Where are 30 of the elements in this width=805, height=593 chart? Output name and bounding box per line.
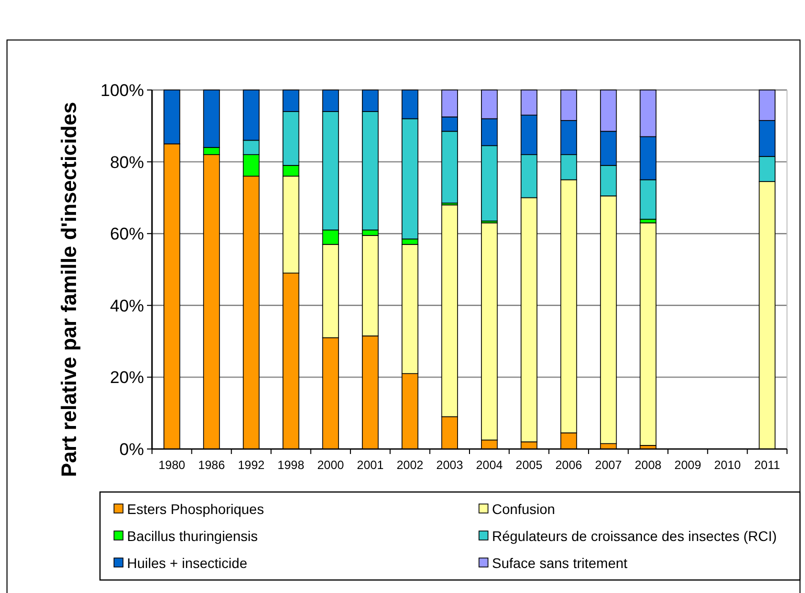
legend-label: Esters Phosphoriques bbox=[127, 500, 264, 517]
x-tick-label: 2009 bbox=[674, 458, 702, 472]
x-tick-label: 2004 bbox=[476, 458, 504, 472]
x-tick-label: 2001 bbox=[356, 458, 384, 472]
y-tick-label: 20% bbox=[110, 368, 144, 388]
x-tick-label: 2008 bbox=[634, 458, 662, 472]
x-tick-label: 1998 bbox=[278, 458, 305, 472]
x-tick-label: 2000 bbox=[317, 458, 344, 472]
x-tick-label: 2006 bbox=[555, 458, 582, 472]
y-tick-label: 80% bbox=[110, 152, 144, 172]
legend-label: Suface sans tritement bbox=[492, 554, 628, 571]
x-tick-label: 2003 bbox=[436, 458, 464, 472]
x-tick-label: 1980 bbox=[158, 458, 186, 472]
y-tick-label: 0% bbox=[119, 440, 144, 459]
legend-label: Bacillus thuringiensis bbox=[127, 528, 258, 544]
legend-label: Huiles + insecticide bbox=[127, 554, 248, 571]
x-tick-label: 2010 bbox=[714, 458, 742, 472]
x-tick-label: 1992 bbox=[238, 458, 265, 472]
y-tick-label: 60% bbox=[110, 224, 144, 244]
y-axis-title: Part relative par famille d'insecticides bbox=[58, 102, 81, 477]
legend-label: Confusion bbox=[492, 500, 556, 517]
y-tick-label: 100% bbox=[100, 80, 144, 100]
y-tick-label: 40% bbox=[110, 296, 144, 316]
x-tick-label: 2005 bbox=[516, 458, 543, 472]
x-tick-label: 1986 bbox=[198, 458, 226, 472]
x-tick-label: 2002 bbox=[396, 458, 424, 472]
x-tick-label: 2007 bbox=[595, 458, 622, 472]
bar bbox=[640, 222, 656, 446]
x-tick-label: 2011 bbox=[754, 458, 780, 472]
legend-label: Régulateurs de croissance des insectes (RCI) bbox=[492, 528, 777, 544]
